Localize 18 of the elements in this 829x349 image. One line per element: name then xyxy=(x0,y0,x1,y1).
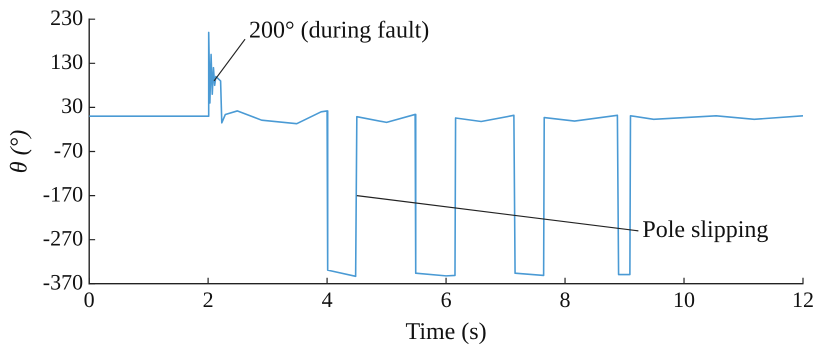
x-axis-title: Time (s) xyxy=(405,318,487,345)
y-axis-title: θ (°) xyxy=(6,130,33,174)
x-tick-label: 4 xyxy=(322,286,333,312)
x-tick-label: 0 xyxy=(84,286,95,312)
annotation: Pole slipping xyxy=(642,217,768,244)
x-tick-label: 8 xyxy=(560,286,571,312)
x-tick-label: 10 xyxy=(673,286,696,312)
y-tick-label: 30 xyxy=(61,93,84,118)
y-tick-label: -70 xyxy=(54,137,84,162)
y-tick-label: -370 xyxy=(42,270,84,295)
y-tick-label: -170 xyxy=(42,181,84,206)
x-tick-label: 12 xyxy=(792,286,814,312)
x-tick-label: 2 xyxy=(202,286,214,312)
x-tick-label: 6 xyxy=(440,286,452,312)
y-tick-label: -270 xyxy=(42,225,84,250)
annotation: 200° (during fault) xyxy=(249,17,430,44)
y-tick-label: 230 xyxy=(50,4,84,30)
y-tick-label: 130 xyxy=(50,49,84,74)
